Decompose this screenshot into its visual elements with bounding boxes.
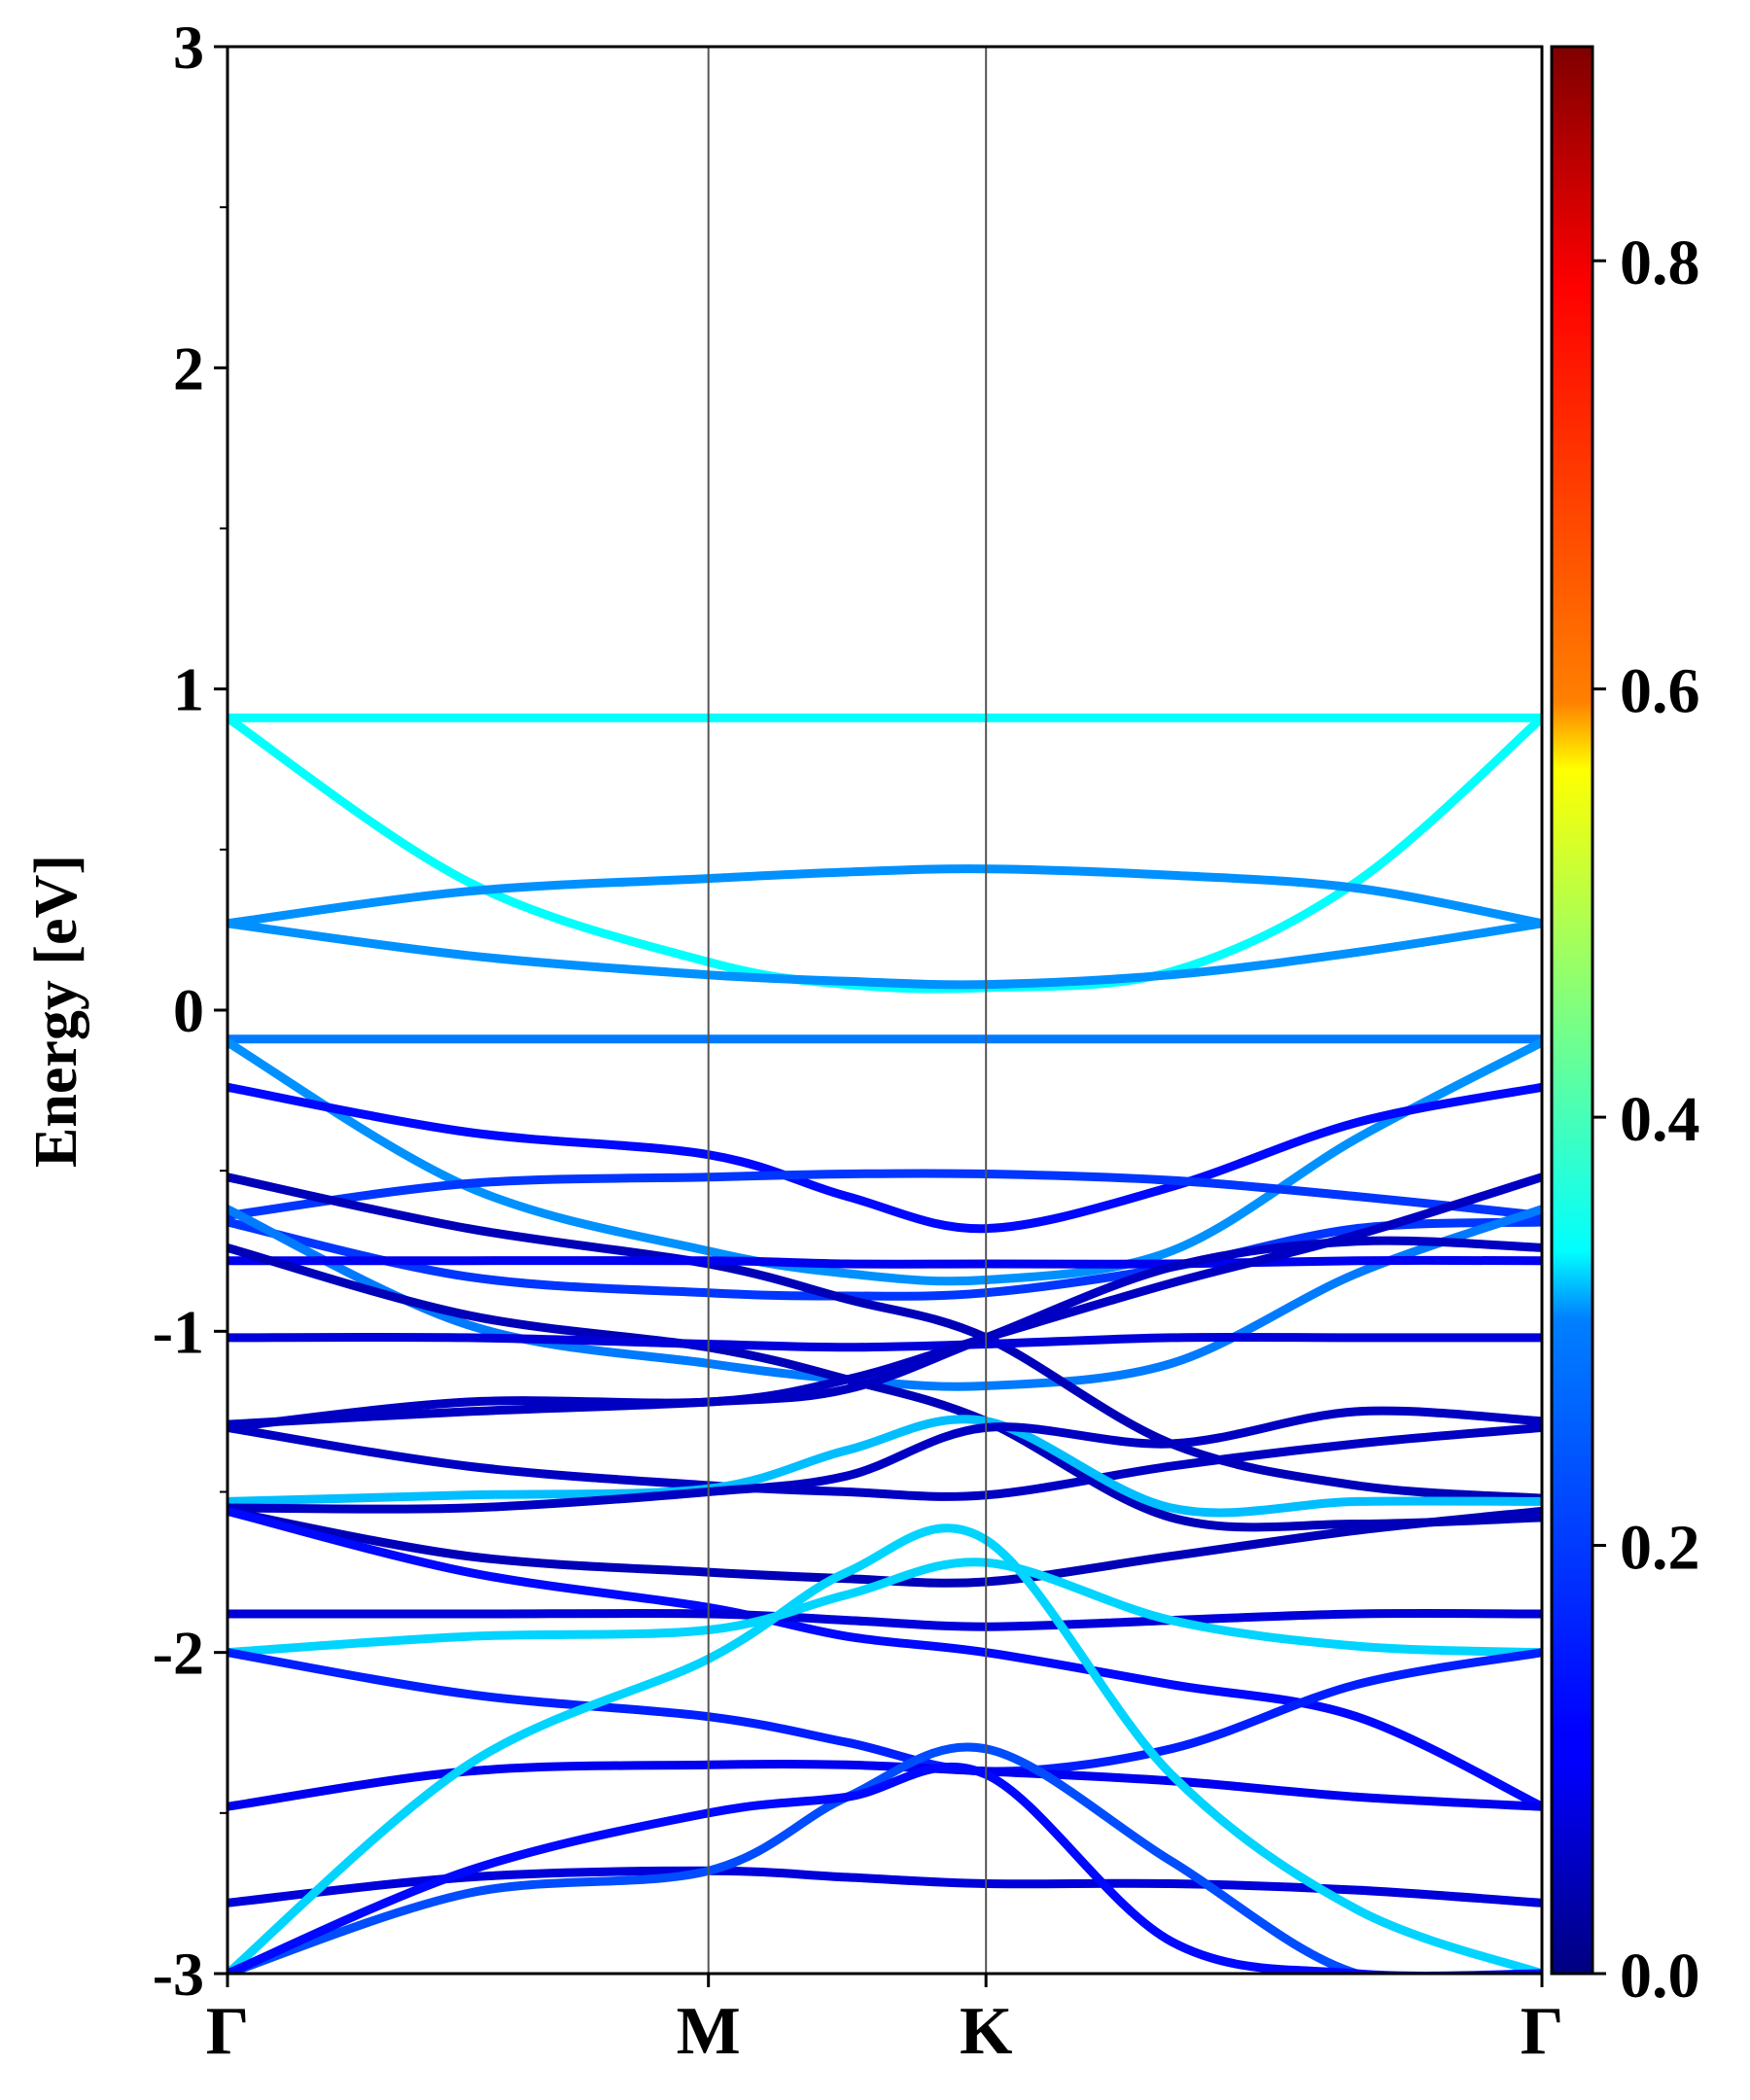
colorbar-axis: 0.0 0.2 0.4 0.6 0.8 bbox=[1592, 228, 1700, 2012]
band-line-16 bbox=[228, 1236, 1542, 1429]
band-line-4 bbox=[228, 919, 1542, 990]
band-line-9 bbox=[228, 1217, 1542, 1301]
y-tick-label: 1 bbox=[173, 655, 204, 724]
x-tick-label: M bbox=[677, 1994, 741, 2069]
band-line-18 bbox=[228, 1415, 1542, 1518]
colorbar-tick-label: 0.8 bbox=[1620, 228, 1700, 298]
x-tick-label: Γ bbox=[1521, 1994, 1564, 2069]
y-tick-label: -1 bbox=[153, 1297, 204, 1366]
band-line-27 bbox=[228, 1523, 1542, 1974]
colorbar-tick-label: 0.2 bbox=[1620, 1513, 1700, 1584]
band-line-29 bbox=[228, 1762, 1542, 1974]
y-tick-label: -3 bbox=[153, 1940, 204, 2009]
colorbar-tick-label: 0.0 bbox=[1620, 1941, 1700, 2012]
band-line-14 bbox=[228, 1332, 1542, 1352]
band-line-10 bbox=[228, 1205, 1542, 1391]
y-tick-label: 2 bbox=[173, 333, 204, 402]
colorbar-tick-label: 0.4 bbox=[1620, 1084, 1700, 1155]
band-line-24 bbox=[228, 1648, 1542, 1776]
y-tick-label: -2 bbox=[153, 1619, 204, 1688]
band-lines bbox=[228, 713, 1542, 1974]
band-line-13 bbox=[228, 1242, 1542, 1532]
band-line-26 bbox=[228, 1866, 1542, 1908]
y-tick-label: 3 bbox=[173, 13, 204, 82]
band-line-7 bbox=[228, 1082, 1542, 1234]
band-line-8 bbox=[228, 1169, 1542, 1220]
band-line-19 bbox=[228, 1406, 1542, 1514]
band-line-23 bbox=[228, 1558, 1542, 1658]
band-line-22 bbox=[228, 1609, 1542, 1631]
y-axis: -3 -2 -1 0 1 2 3 bbox=[153, 13, 228, 2009]
colorbar bbox=[1550, 45, 1594, 1976]
x-tick-label: Γ bbox=[206, 1994, 250, 2069]
x-tick-label: K bbox=[960, 1994, 1012, 2069]
y-axis-label: Energy [eV] bbox=[23, 855, 89, 1168]
band-line-11 bbox=[228, 1172, 1542, 1503]
high-symmetry-lines bbox=[707, 47, 988, 1974]
y-tick-label: 0 bbox=[173, 976, 204, 1045]
band-line-12 bbox=[228, 1255, 1542, 1269]
band-line-17 bbox=[228, 1422, 1542, 1501]
colorbar-tick-label: 0.6 bbox=[1620, 656, 1700, 727]
band-line-3 bbox=[228, 864, 1542, 928]
band-line-21 bbox=[228, 1506, 1542, 1811]
band-line-20 bbox=[228, 1506, 1542, 1588]
band-line-28 bbox=[228, 1742, 1542, 1974]
